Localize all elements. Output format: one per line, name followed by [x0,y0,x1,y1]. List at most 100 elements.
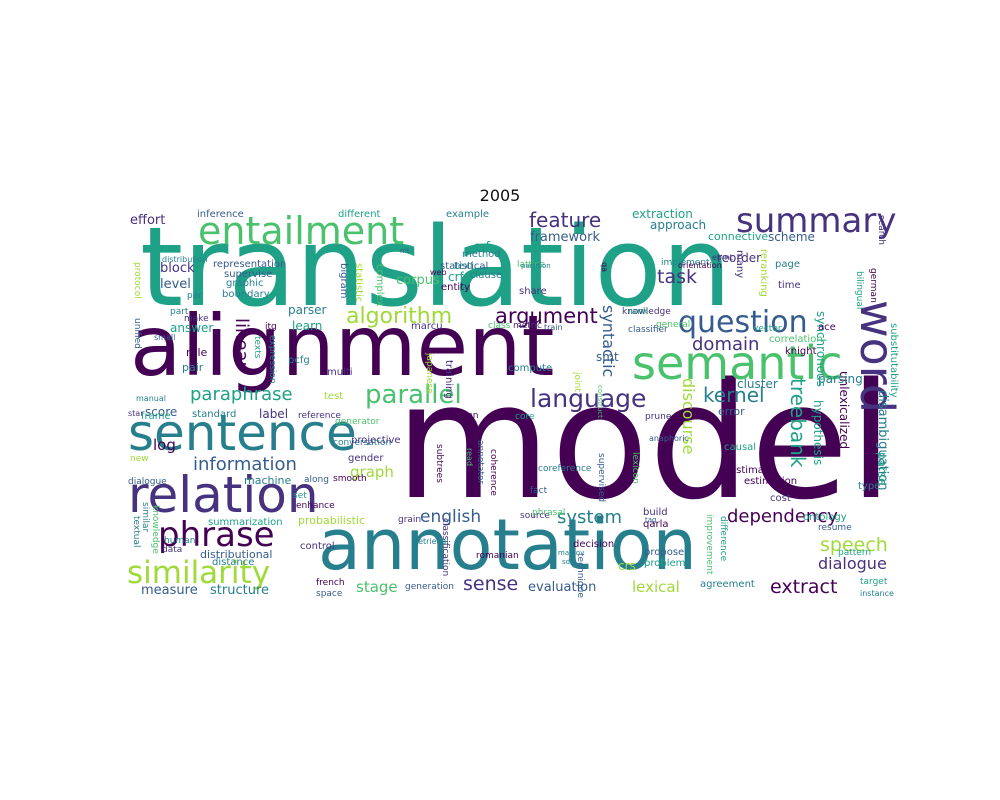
word-subtrees: subtrees [434,444,444,483]
word-graph: graph [350,463,394,481]
word-similar: similar [140,502,150,533]
word-extract: extract [770,576,838,598]
word-compute: compute [508,363,553,374]
word-japanese: japanese [424,353,434,394]
word-representation: representation [213,259,287,270]
word-human: human [164,536,196,546]
page-title: 2005 [479,186,521,205]
word-prune: prune [645,412,672,422]
word-evaluation: evaluation [528,580,597,595]
word-treebank: treebank [786,378,810,468]
word-make: make [184,314,209,324]
word-grain: grain [398,515,422,525]
word-frame: frame [141,411,171,422]
word-pcfg: pcfg [288,355,310,366]
word-log: log [153,436,176,454]
word-retrieval: retrieval [415,537,449,546]
word-resume: resume [818,523,852,533]
word-example: example [446,209,490,220]
word-dialogue: dialogue [128,477,167,487]
word-textual: textual [131,516,141,548]
word-argument: argument [495,304,598,328]
word-stage: stage [356,578,398,596]
word-itg: itg [265,322,277,332]
word-page: page [775,259,800,270]
word-construct: construct [596,385,604,418]
word-enhance: enhance [296,501,335,511]
word-parallel: parallel [365,380,462,410]
word-hypothesis: hypothesis [811,400,825,466]
word-reranking: reranking [758,249,769,297]
word-unified: unified [132,318,142,349]
word-task: task [657,266,697,288]
word-algorithm: algorithm [346,304,453,329]
word-paraphrase: paraphrase [190,384,293,405]
word-markov: markov [558,549,585,557]
word-structure: structure [210,583,269,598]
word-similarity: similarity [127,555,271,591]
word-generation: generation [405,582,454,592]
word-complex: complex [374,264,385,307]
word-sdi: sdi [562,558,573,566]
word-par: par [187,291,202,301]
word-domain: domain [692,334,760,355]
word-entailment: entailment [198,209,405,253]
word-ontology: ontology [803,512,847,523]
word-syntactic: syntactic [599,305,618,378]
word-target: target [860,577,888,587]
word-data: data [162,545,183,555]
word-coherence: coherence [488,449,498,496]
word-new: new [130,454,149,464]
word-distribution: distribution [162,255,208,264]
word-general: general [656,320,691,330]
word-entity: entity [441,282,471,293]
word-cost: cost [770,493,791,504]
word-pattern: pattern [838,548,872,558]
word-qa: qa [600,262,609,272]
word-many: many [734,250,745,279]
word-joint: joint [572,372,582,392]
word-causal: causal [724,442,757,453]
word-star: star [128,409,144,418]
word-question: question [678,305,808,340]
word-inference: inference [197,209,244,220]
word-partition: partition [521,262,551,270]
word-measure: measure [141,583,198,598]
word-score: score [145,405,178,419]
word-smt: smt [596,350,619,364]
word-german: german [868,268,878,303]
word-difference: difference [718,516,728,562]
word-summarization: summarization [208,517,283,528]
word-crs: crs [618,559,636,573]
word-knowledge: knowledge [150,505,160,554]
word-corpus: corpus [396,273,440,288]
word-anaphoric: anaphoric [649,434,689,443]
word-decision: decision [573,539,615,550]
word-build: build [643,507,668,518]
word-set: set [293,491,307,501]
word-machine: machine [244,474,292,487]
word-graphic: graphic [226,278,264,289]
word-summary: summary [736,201,897,241]
word-text: text [454,261,474,272]
word-reorder: reorder [717,251,762,265]
word-model: model [395,348,894,535]
word-metric: metric [513,321,542,331]
word-search: search [876,215,886,245]
word-generator: generator [335,417,380,427]
word-fact: fact [530,486,548,496]
word-extraction: extraction [632,207,693,221]
word-block: block [160,261,195,276]
word-label: label [259,407,289,421]
word-english: english [420,507,482,527]
word-distance: distance [212,557,255,568]
word-annotator: annotator [475,440,485,485]
word-phrase: phrase [158,515,275,555]
word-clause: clause [470,270,503,281]
word-feature: feature [529,208,602,232]
word-space: space [316,589,343,599]
word-qarla: qarla [643,519,669,530]
word-train: train [544,323,563,332]
word-phrasal: phrasal [532,508,566,518]
word-test: test [324,391,344,402]
